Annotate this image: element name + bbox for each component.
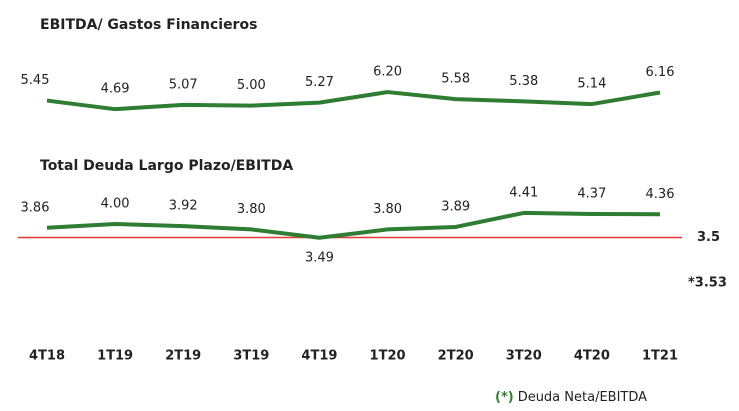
x-tick-label: 4T19 [301,349,337,364]
chart-title: Total Deuda Largo Plazo/EBITDA [40,158,293,174]
x-tick-label: 1T21 [642,349,678,364]
line [46,90,661,112]
x-tick-label: 4T18 [29,349,65,364]
data-label: 4.00 [101,197,130,212]
data-label: 5.07 [169,77,198,92]
data-label: 4.37 [577,187,606,202]
data-label: 5.14 [577,77,606,92]
x-tick-label: 1T19 [97,349,133,364]
data-label: 4.69 [101,82,130,97]
x-tick-label: 4T20 [574,349,610,364]
data-label: 6.16 [646,65,675,80]
data-label: 5.00 [237,78,266,93]
footnote: (*) Deuda Neta/EBITDA [495,390,647,405]
data-label: 5.45 [21,73,50,88]
x-tick-label: 1T20 [370,349,406,364]
footnote-marker: (*) [495,390,514,405]
data-label: 3.49 [305,250,334,265]
data-label: 3.89 [441,199,470,214]
x-tick-label: 3T19 [233,349,269,364]
data-label: 3.86 [21,200,50,215]
x-tick-label: 2T19 [165,349,201,364]
data-label: 6.20 [373,65,402,80]
annotation: *3.53 [688,276,727,291]
data-label: 5.38 [509,74,538,89]
data-label: 3.92 [169,199,198,214]
data-label: 5.27 [305,75,334,90]
x-tick-label: 3T20 [506,349,542,364]
reference-label: 3.5 [697,230,720,245]
data-label: 3.80 [373,202,402,217]
line [46,210,661,240]
data-label: 4.41 [509,185,538,200]
footnote-text: Deuda Neta/EBITDA [518,390,647,405]
data-label: 5.58 [441,72,470,87]
x-tick-label: 2T20 [438,349,474,364]
chart-title: EBITDA/ Gastos Financieros [40,17,257,33]
data-label: 3.80 [237,202,266,217]
data-label: 4.36 [646,187,675,202]
